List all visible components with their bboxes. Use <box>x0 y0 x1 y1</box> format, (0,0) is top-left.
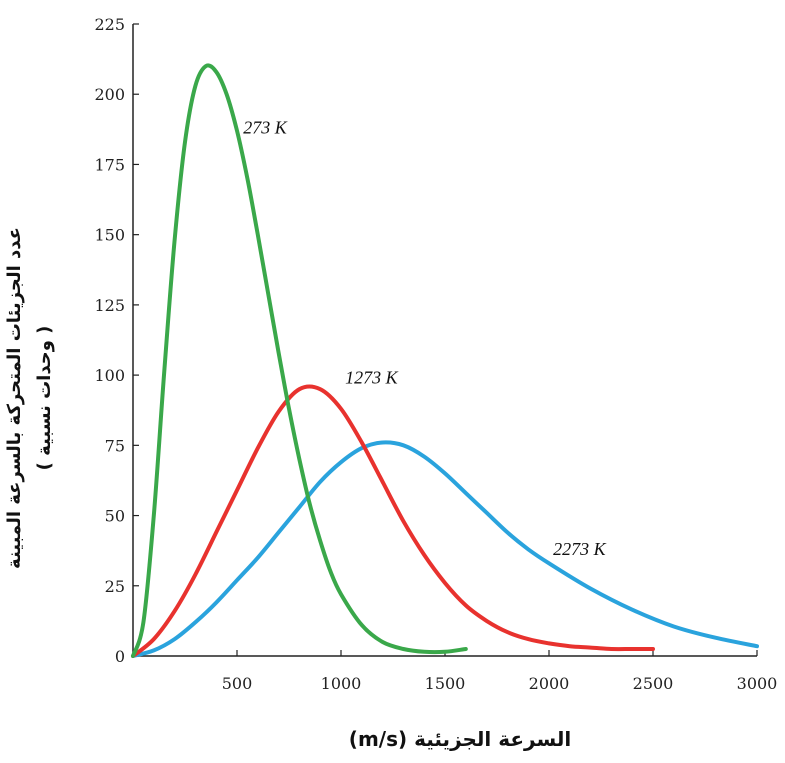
series-label-layer: 273 K 1273 K 2273 K <box>243 118 606 559</box>
x-tick-label: 2500 <box>633 674 674 693</box>
y-tick-label: 50 <box>105 507 125 526</box>
y-axis-title: عدد الجزيئات المتحركة بالسرعة المبينة ( … <box>4 227 55 569</box>
y-tick-label: 125 <box>94 296 125 315</box>
y-tick-label: 25 <box>105 577 125 596</box>
y-tick-label: 150 <box>94 226 125 245</box>
series-line-1273k <box>131 384 655 658</box>
y-tick-label: 175 <box>94 155 125 174</box>
y-tick-label: 75 <box>105 436 125 455</box>
series-label-273k: 273 K <box>243 118 287 138</box>
y-tick-label: 100 <box>94 366 125 385</box>
series-layer <box>131 63 759 658</box>
y-axis-title-line-2: ( وحدات نسبية ) <box>34 326 55 471</box>
y-axis-title-line-1: عدد الجزيئات المتحركة بالسرعة المبينة <box>4 227 25 569</box>
series-label-1273k: 1273 K <box>345 368 399 388</box>
y-tick-label: 225 <box>94 15 125 34</box>
x-tick-label: 2000 <box>529 674 570 693</box>
series-label-2273k: 2273 K <box>553 539 607 559</box>
series-line-273k <box>131 63 468 658</box>
x-tick-label: 500 <box>222 674 253 693</box>
y-tick-label: 0 <box>115 647 125 666</box>
plot-area: 0 25 50 75 100 125 150 175 200 225 500 1000 1500 2000… <box>94 15 777 693</box>
x-tick-label: 3000 <box>737 674 778 693</box>
x-tick-label: 1000 <box>321 674 362 693</box>
x-axis-title: السرعة الجزيئية (m/s) <box>349 727 571 751</box>
y-tick-label: 200 <box>94 85 125 104</box>
x-tick-label: 1500 <box>425 674 466 693</box>
series-line-2273k <box>131 440 759 658</box>
